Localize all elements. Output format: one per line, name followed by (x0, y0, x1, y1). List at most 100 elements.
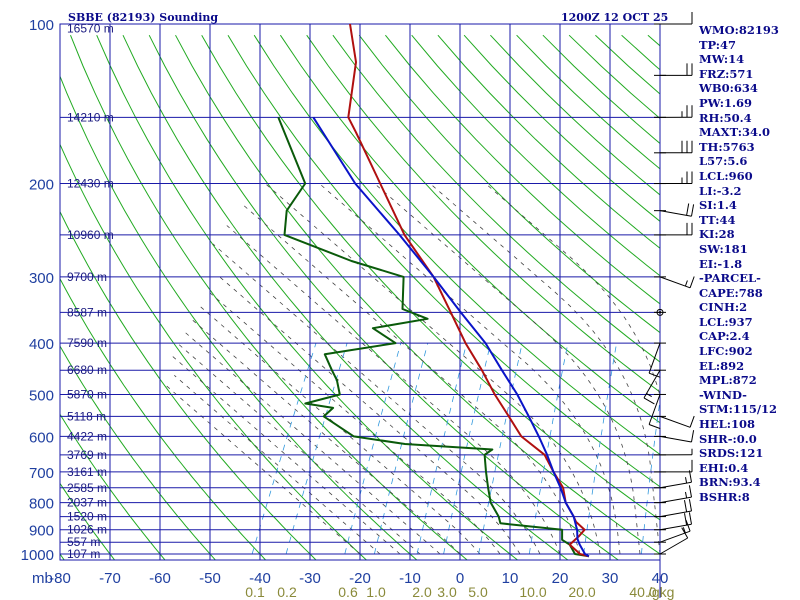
dry-adiabat (358, 34, 660, 334)
moist-adiabat (199, 305, 481, 555)
wind-barb (654, 171, 693, 185)
index-item: -PARCEL- (699, 271, 761, 286)
dry-adiabat (60, 413, 166, 560)
wind-barb (643, 369, 666, 405)
wind-barb (654, 459, 693, 473)
dry-adiabat (70, 35, 468, 560)
index-item: TH:5763 (699, 139, 755, 154)
moist-adiabat (169, 353, 401, 555)
wind-barb (654, 140, 693, 154)
height-label: 2585 m (67, 481, 107, 495)
wind-barb (648, 342, 666, 378)
height-label: 3161 m (67, 465, 107, 479)
mixing-ratio-label: 0.6 (338, 584, 358, 600)
index-item: SRDS:121 (699, 446, 764, 461)
wind-barb (648, 393, 666, 430)
stability-indices-panel: WMO:82193 TP:47 MW:14 FRZ:571 WB0:634 PW:1.69… (699, 23, 799, 505)
dry-adiabat (60, 345, 217, 560)
pressure-tick-label: 300 (29, 270, 54, 287)
mixing-ratio-label: 0.1 (245, 584, 265, 600)
height-label: 107 m (67, 547, 100, 561)
mixing-ratio-label: 40.0 (629, 584, 656, 600)
index-item: LCL:960 (699, 168, 753, 183)
mixing-ratio-line (416, 343, 467, 555)
background-lines (60, 34, 660, 560)
index-item: FRZ:571 (699, 66, 754, 81)
index-item: PW:1.69 (699, 95, 753, 110)
index-item: EHI:0.4 (699, 460, 749, 475)
pressure-tick-label: 500 (29, 388, 54, 405)
dry-adiabat (411, 34, 660, 277)
dry-adiabat (279, 34, 660, 424)
mixing-ratio-label: 10.0 (519, 584, 546, 600)
chart-title: SBBE (82193) Sounding (68, 11, 218, 24)
parcel-line (312, 116, 590, 558)
wind-barb (654, 63, 693, 76)
temperature-tick-label: -70 (99, 570, 121, 587)
wind-barb (654, 485, 692, 504)
height-label: 5118 m (67, 409, 106, 423)
height-label: 6680 m (67, 363, 107, 377)
pressure-tick-label: 1000 (21, 547, 54, 564)
height-label: 1520 m (67, 510, 107, 524)
index-item: EI:-1.8 (699, 256, 743, 271)
dry-adiabat (201, 34, 660, 521)
wind-barb (654, 519, 691, 543)
mixing-ratio-line (374, 342, 429, 555)
mixing-ratio-label: 5.0 (468, 584, 488, 600)
index-item: SI:1.4 (699, 198, 737, 213)
moist-adiabat (183, 330, 441, 555)
pressure-tick-label: 200 (29, 177, 54, 194)
height-label: 557 m (67, 535, 100, 549)
mixing-ratio-line (641, 397, 660, 555)
index-item: SW:181 (699, 241, 748, 256)
temperature-tick-label: -20 (349, 570, 371, 587)
temperature-line (347, 23, 590, 558)
index-item: LCL:937 (699, 314, 753, 329)
temperature-tick-label: 20 (552, 570, 569, 587)
height-label: 14210 m (67, 110, 114, 124)
dry-adiabat (175, 34, 660, 555)
index-item: LI:-3.2 (699, 183, 742, 198)
index-item: TP:47 (699, 37, 737, 52)
dry-adiabat (60, 210, 317, 560)
wind-barb (654, 222, 693, 236)
height-label: 7590 m (67, 336, 107, 350)
index-item: WMO:82193 (699, 23, 779, 37)
moist-adiabat (243, 205, 581, 555)
index-item: STM:115/12 (699, 402, 778, 417)
pressure-tick-label: 900 (29, 523, 54, 540)
chart-series (277, 23, 590, 558)
mixing-ratio-label: 1.0 (366, 584, 386, 600)
index-item: RH:50.4 (699, 110, 752, 125)
index-item: TT:44 (699, 212, 736, 227)
temperature-tick-label: -60 (149, 570, 171, 587)
height-label: 9700 m (67, 270, 107, 284)
temperature-tick-label: 30 (602, 570, 619, 587)
dry-adiabat (148, 34, 620, 560)
temperature-tick-label: -30 (299, 570, 321, 587)
index-item: CAPE:788 (699, 285, 763, 300)
temperature-tick-label: 40 (652, 570, 669, 587)
dry-adiabat (96, 34, 519, 560)
index-item: SHR-:0.0 (699, 431, 757, 446)
temperature-tick-label: -40 (249, 570, 271, 587)
dewpoint-line (277, 116, 590, 558)
index-item: HEL:108 (699, 417, 755, 432)
mixing-ratio-label: 3.0 (437, 584, 457, 600)
pressure-tick-label: 400 (29, 336, 54, 353)
height-label: 16570 m (67, 22, 114, 36)
temperature-tick-label: -80 (49, 570, 71, 587)
temperature-tick-label: 0 (456, 570, 464, 587)
dry-adiabat (332, 34, 660, 363)
wind-barb (654, 448, 693, 456)
mixing-ratio-label: 0.2 (277, 584, 297, 600)
height-label: 10960 m (67, 228, 114, 242)
index-item: -WIND- (699, 387, 747, 402)
height-label: 5870 m (67, 388, 107, 402)
moist-adiabat (208, 291, 501, 555)
pressure-tick-label: 600 (29, 429, 54, 446)
mixing-ratio-label: 20.0 (568, 584, 595, 600)
height-label: 1026 m (67, 523, 107, 537)
